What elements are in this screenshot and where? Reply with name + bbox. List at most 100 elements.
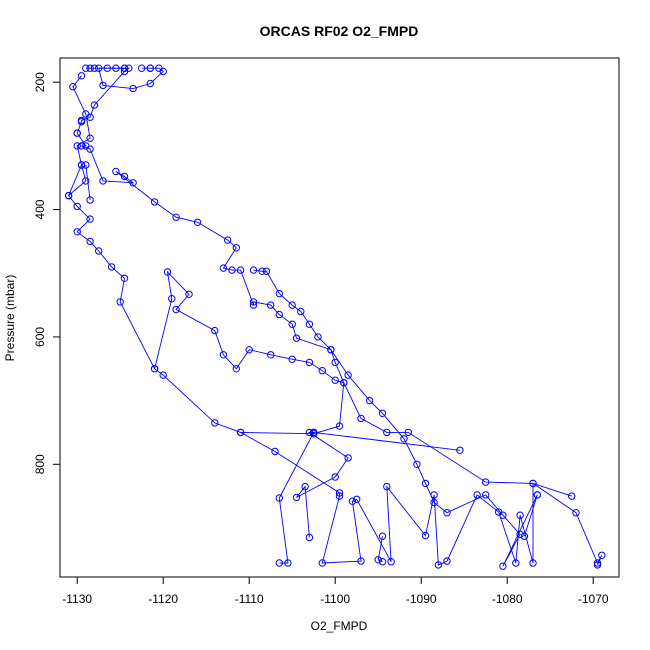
data-point [482,478,490,486]
data-point [86,64,94,72]
y-tick-label: 600 [33,327,47,347]
data-point [305,428,314,437]
data-point [150,365,159,373]
x-tick-label: -1120 [148,592,178,606]
data-point [335,422,344,430]
data-point [267,351,275,359]
data-point [77,118,86,126]
data-point [232,244,241,252]
plot-frame [59,57,620,578]
data-point [245,346,253,354]
data-point [120,64,129,72]
x-tick-label: -1090 [406,592,437,606]
series-line [154,270,572,497]
data-point [77,161,86,169]
data-point [86,196,94,204]
data-point [520,532,529,540]
data-point [129,84,137,93]
data-point [99,81,107,90]
data-point [318,559,326,567]
data-point [73,129,81,137]
data-point [335,492,344,500]
data-point [86,113,94,121]
data-point [443,557,451,565]
data-series [82,161,94,204]
data-point [185,290,193,298]
data-series [64,72,606,569]
data-series [374,532,387,566]
series-line [76,132,345,435]
data-point [529,559,537,567]
data-point [512,559,520,567]
data-point [387,558,395,566]
data-point [378,409,387,417]
data-point [232,365,241,373]
series-line [523,494,538,537]
x-tick-label: -1100 [320,592,350,606]
data-point [107,263,116,271]
data-point [301,482,309,491]
data-point [378,532,387,540]
data-point [292,334,301,342]
data-point [219,264,228,272]
series-line [278,431,349,564]
data-point [275,559,283,567]
data-point [267,301,275,309]
data-series [82,64,129,72]
data-point [516,530,524,538]
data-point [262,267,271,275]
data-point [90,101,99,109]
data-point [284,559,292,567]
data-point [275,310,283,319]
series-line [85,164,91,201]
data-point [82,161,90,169]
data-point [120,172,129,181]
data-point [344,371,352,379]
data-point [138,64,146,72]
series-line [253,269,538,567]
data-point [331,473,339,481]
data-point [482,491,490,499]
data-point [275,289,283,298]
data-point [168,295,176,303]
data-point [73,202,81,211]
data-point [421,531,430,540]
data-point [383,482,391,491]
data-point [159,371,167,379]
x-axis: -1130 -1120 -1110 -1100 -1090 -1080 -1070 [62,577,609,606]
data-point [73,228,81,236]
data-point [129,179,137,187]
x-tick-label: -1080 [492,592,523,606]
data-point [224,236,232,244]
data-series-group [64,64,606,570]
x-axis-label: O2_FMPD [311,619,368,633]
data-point [150,198,159,206]
data-point [378,558,387,566]
data-point [327,346,335,354]
series-line [313,431,460,451]
data-point [90,64,99,72]
data-series [310,428,464,454]
data-point [572,509,580,517]
data-point [421,479,430,488]
data-point [365,396,374,405]
data-point [318,367,326,375]
data-point [64,191,73,200]
data-point [499,562,507,570]
data-series [150,268,576,500]
data-point [86,237,94,246]
data-point [77,72,86,80]
data-point [236,428,245,437]
data-point [249,301,258,309]
data-point [443,509,451,517]
data-point [348,497,357,505]
data-point [305,358,314,367]
data-point [77,142,86,150]
data-point [593,559,602,567]
series-line [68,164,82,196]
data-point [211,326,219,335]
data-point [516,511,524,519]
data-point [146,64,155,72]
y-axis-label: Pressure (mbar) [3,275,17,362]
